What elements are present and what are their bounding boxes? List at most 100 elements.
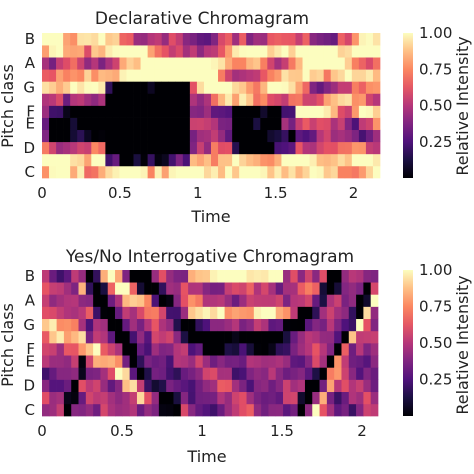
heatmap-cell — [275, 403, 284, 417]
heatmap-cell — [260, 117, 268, 131]
heatmap-cell — [56, 117, 64, 131]
heatmap-cell — [202, 306, 211, 320]
heatmap-cell — [175, 69, 184, 82]
heatmap-cell — [260, 57, 268, 70]
heatmap-cell — [260, 165, 268, 179]
heatmap-cell — [136, 355, 145, 368]
heatmap-cell — [211, 153, 219, 167]
heatmap-cell — [337, 45, 346, 58]
heatmap-cell — [231, 282, 240, 295]
heatmap-cell — [283, 282, 291, 295]
heatmap-cell — [173, 343, 182, 356]
heatmap-cell — [370, 282, 379, 295]
heatmap-cell — [218, 105, 226, 118]
heatmap-cell — [231, 391, 240, 405]
heatmap-cell — [42, 270, 50, 283]
heatmap-cell — [158, 270, 167, 283]
heatmap-cell — [224, 330, 233, 344]
heatmap-cell — [253, 81, 261, 94]
heatmap-cell — [49, 379, 57, 393]
heatmap-cell — [246, 367, 255, 380]
heatmap-cell — [189, 69, 198, 82]
heatmap-cell — [358, 57, 367, 70]
heatmap-cell — [42, 355, 50, 368]
heatmap-cell — [316, 117, 325, 131]
heatmap-cell — [274, 165, 282, 179]
heatmap-cell — [211, 81, 219, 94]
heatmap-cell — [312, 294, 320, 307]
heatmap-cell — [115, 403, 123, 417]
heatmap-cell — [356, 294, 364, 307]
heatmap-cell — [91, 69, 99, 82]
heatmap-cell — [370, 403, 379, 417]
heatmap-cell — [232, 33, 240, 46]
heatmap-cell — [203, 129, 212, 143]
heatmap-cell — [225, 57, 233, 70]
heatmap-cell — [323, 81, 332, 94]
heatmap-cell — [288, 153, 296, 167]
heatmap-cell — [85, 391, 94, 405]
heatmap-cell — [288, 33, 296, 46]
heatmap-cell — [91, 105, 99, 118]
heatmap-cell — [105, 129, 113, 143]
heatmap-cell — [297, 294, 306, 307]
heatmap-cell — [239, 69, 247, 82]
heatmap-cell — [56, 318, 65, 332]
heatmap-cell — [189, 141, 198, 155]
heatmap-cell — [370, 343, 379, 356]
heatmap-cell — [211, 45, 219, 58]
heatmap-cell — [98, 141, 106, 155]
heatmap-cell — [253, 355, 262, 368]
heatmap-cell — [246, 294, 255, 307]
heatmap-cell — [344, 33, 353, 46]
heatmap-cell — [70, 165, 78, 179]
heatmap-cell — [253, 33, 261, 46]
heatmap-cell — [370, 294, 379, 307]
heatmap-cell — [56, 294, 65, 307]
heatmap-cell — [105, 81, 113, 94]
heatmap-cell — [319, 403, 328, 417]
x-tick-label: 1 — [193, 184, 203, 202]
heatmap-cell — [239, 153, 247, 167]
heatmap-cell — [295, 129, 303, 143]
heatmap-cell — [326, 391, 335, 405]
heatmap-cell — [330, 33, 339, 46]
heatmap-cell — [253, 318, 262, 332]
heatmap-cell — [267, 45, 275, 58]
heatmap-cell — [119, 33, 127, 46]
heatmap-cell — [70, 141, 78, 155]
heatmap-cell — [341, 343, 350, 356]
heatmap-cell — [372, 81, 381, 94]
heatmap-cell — [239, 57, 247, 70]
heatmap-cell — [365, 105, 374, 118]
heatmap-cell — [290, 330, 298, 344]
heatmap-cell — [84, 105, 92, 118]
heatmap-cell — [281, 93, 289, 106]
heatmap-cell — [283, 294, 291, 307]
heatmap-cell — [304, 355, 313, 368]
heatmap-cell — [71, 282, 79, 295]
heatmap-cell — [283, 318, 291, 332]
heatmap-cell — [195, 282, 204, 295]
heatmap-cell — [319, 318, 328, 332]
heatmap-cell — [358, 81, 367, 94]
heatmap-cell — [341, 391, 350, 405]
heatmap-cell — [334, 343, 342, 356]
heatmap-cell — [246, 270, 255, 283]
heatmap-cell — [297, 270, 306, 283]
heatmap-cell — [129, 403, 138, 417]
heatmap-cell — [63, 355, 72, 368]
heatmap-cell — [133, 105, 141, 118]
heatmap-cell — [129, 379, 138, 393]
heatmap-cell — [281, 33, 289, 46]
heatmap-cell — [147, 153, 156, 167]
heatmap-cell — [261, 343, 269, 356]
heatmap-cell — [351, 117, 360, 131]
heatmap-cell — [133, 153, 141, 167]
heatmap-cell — [210, 330, 218, 344]
heatmap-cell — [85, 355, 94, 368]
heatmap-cell — [49, 129, 57, 143]
heatmap-cell — [203, 153, 212, 167]
heatmap-cell — [189, 129, 198, 143]
heatmap-cell — [133, 69, 141, 82]
